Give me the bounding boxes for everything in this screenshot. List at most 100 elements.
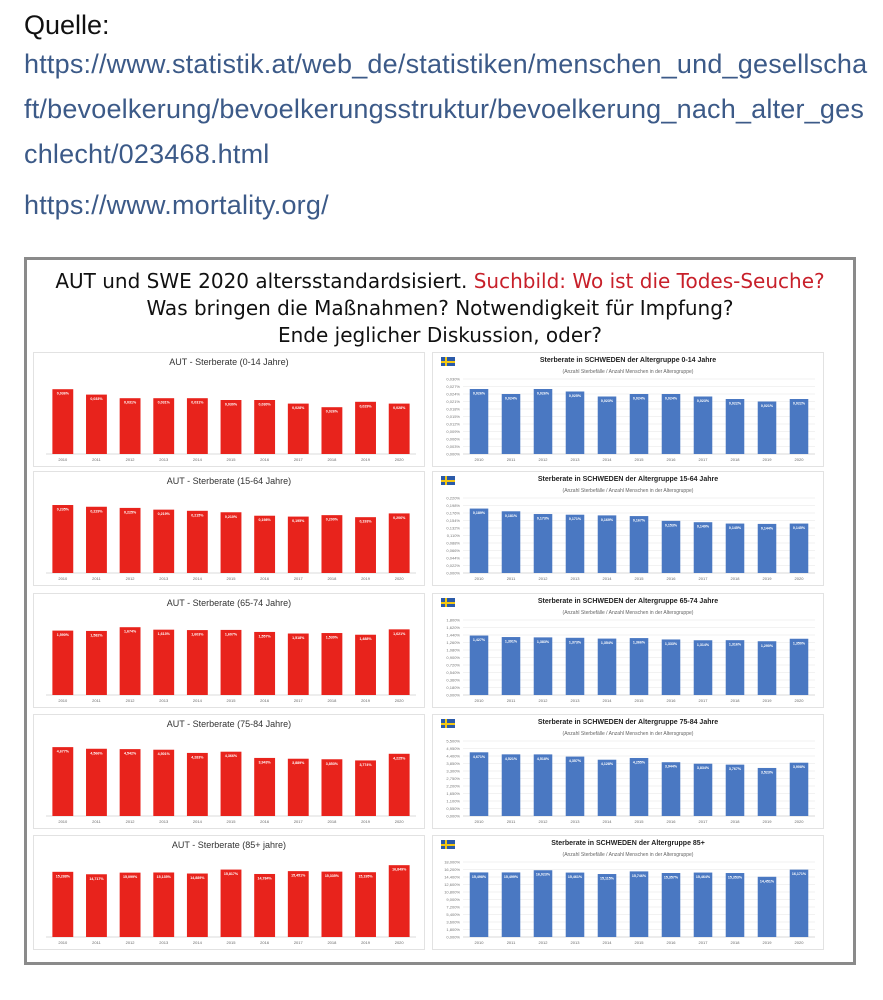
bar [355, 760, 376, 816]
sweden-flag-icon [441, 719, 455, 728]
bar [757, 767, 777, 816]
aut-chart-panel: AUT - Sterberate (65-74 Jahre) 1,590% 2010… [33, 593, 425, 708]
x-tick-label: 2014 [193, 698, 203, 703]
bar [501, 872, 521, 937]
x-tick-label: 2016 [667, 819, 677, 824]
bar-data-label: 1,427% [473, 638, 486, 642]
bar [789, 638, 809, 695]
x-tick-label: 2020 [795, 819, 805, 824]
bar-data-label: 15,464% [696, 875, 711, 879]
x-tick-label: 2018 [731, 457, 741, 462]
bar [597, 638, 617, 695]
chart-title: AUT - Sterberate (15-64 Jahre) [166, 476, 292, 486]
bar-data-label: 15,498% [472, 875, 487, 879]
bar-data-label: 3,943% [259, 760, 272, 764]
x-tick-label: 2014 [193, 940, 203, 945]
chart-plot: 0,000% 0,550% 1,100% 1,650% 2,200% 2,750% 3,30… [446, 739, 815, 824]
x-tick-label: 2012 [539, 940, 549, 945]
bar [186, 630, 208, 695]
heading-line-2: Was bringen die Maßnahmen? Notwendigkeit… [146, 296, 734, 320]
chart-plot: 15,288% 2010 14,717% 2011 15,099% 2012 15,135%… [46, 865, 416, 945]
bar [661, 873, 681, 937]
x-tick-label: 2014 [603, 698, 613, 703]
x-tick-label: 2011 [507, 940, 516, 945]
bar-data-label: 4,566% [90, 751, 103, 755]
x-tick-label: 2016 [260, 819, 270, 824]
bar [693, 522, 713, 573]
swe-chart-panel: Sterberate in SCHWEDEN der Altergruppe 0… [432, 352, 824, 467]
x-tick-label: 2017 [294, 819, 304, 824]
x-tick-label: 2010 [58, 819, 68, 824]
y-tick-label: 1,440% [446, 633, 460, 638]
y-tick-label: 0,176% [446, 511, 460, 516]
bar-data-label: 15,135% [157, 875, 172, 879]
y-tick-label: 0,044% [446, 556, 460, 561]
y-tick-label: 0,088% [446, 541, 460, 546]
source-link-statistik[interactable]: https://www.statistik.at/web_de/statisti… [24, 49, 868, 169]
bar-data-label: 0,171% [569, 517, 582, 521]
x-tick-label: 2017 [294, 576, 304, 581]
source-link-mortality[interactable]: https://www.mortality.org/ [24, 190, 329, 220]
x-tick-label: 2013 [571, 457, 581, 462]
x-tick-label: 2014 [193, 576, 203, 581]
chart-subtitle: (Anzahl Sterbefälle / Anzahl Menschen in… [562, 731, 694, 737]
bar-data-label: 1,488% [359, 637, 372, 641]
chart-plot: 0,000% 0,003% 0,006% 0,009% 0,012% 0,015% 0,01… [446, 377, 815, 462]
y-tick-label: 1,650% [446, 791, 460, 796]
x-tick-label: 2020 [395, 457, 405, 462]
bar-data-label: 0,022% [729, 402, 742, 406]
bar-data-label: 0,153% [665, 523, 678, 527]
bar-data-label: 16,171% [792, 872, 807, 876]
bar-data-label: 4,677% [57, 750, 70, 754]
bar-data-label: 0,028% [292, 406, 305, 410]
bar [321, 515, 343, 573]
bar-data-label: 1,366% [633, 641, 646, 645]
bar-data-label: 1,391% [505, 640, 518, 644]
bar [52, 871, 74, 937]
bar [119, 627, 141, 695]
aut-chart-panel: AUT - Sterberate (75-84 Jahre) 4,677% 2010… [33, 714, 425, 829]
x-tick-label: 2019 [763, 698, 773, 703]
y-tick-label: 0,000% [446, 571, 460, 576]
bar-data-label: 1,557% [259, 634, 272, 638]
bar [355, 517, 376, 573]
bar [629, 394, 649, 454]
x-tick-label: 2020 [795, 940, 805, 945]
bar-data-label: 0,189% [473, 511, 486, 515]
bar-data-label: 15,451% [291, 874, 306, 878]
bar [693, 763, 713, 816]
bar [469, 508, 489, 573]
bar-data-label: 16,849% [392, 868, 407, 872]
x-tick-label: 2020 [795, 698, 805, 703]
chart-subtitle: (Anzahl Sterbefälle / Anzahl Menschen in… [562, 610, 694, 616]
bar [119, 872, 141, 937]
y-tick-label: 0,066% [446, 548, 460, 553]
x-tick-label: 2010 [475, 940, 485, 945]
bar [153, 398, 175, 454]
y-tick-label: 0,024% [446, 392, 460, 397]
bar [533, 637, 553, 695]
x-tick-label: 2011 [92, 457, 101, 462]
x-tick-label: 2018 [731, 940, 741, 945]
x-tick-label: 2017 [699, 576, 709, 581]
y-tick-label: 5,500% [446, 739, 460, 744]
bar-data-label: 14,889% [190, 876, 205, 880]
chart-collage-image: AUT und SWE 2020 altersstandardsisiert. … [24, 257, 856, 965]
chart-subtitle: (Anzahl Sterbefälle / Anzahl Menschen in… [562, 488, 694, 494]
x-tick-label: 2010 [475, 819, 485, 824]
x-tick-label: 2015 [635, 940, 645, 945]
bar-data-label: 0,193% [359, 520, 372, 524]
x-tick-label: 2011 [92, 940, 101, 945]
x-tick-label: 2015 [227, 940, 237, 945]
x-tick-label: 2017 [294, 940, 304, 945]
x-tick-label: 2018 [327, 940, 337, 945]
bar [629, 516, 649, 573]
chart-plot: 4,677% 2010 4,566% 2011 4,542% 2012 4,501% 2013… [46, 747, 416, 824]
bar [501, 394, 521, 454]
y-tick-label: 4,950% [446, 746, 460, 751]
x-tick-label: 2013 [159, 457, 169, 462]
bar-data-label: 0,026% [326, 410, 339, 414]
bar [355, 401, 376, 454]
x-tick-label: 2016 [260, 698, 270, 703]
bar [254, 631, 276, 695]
